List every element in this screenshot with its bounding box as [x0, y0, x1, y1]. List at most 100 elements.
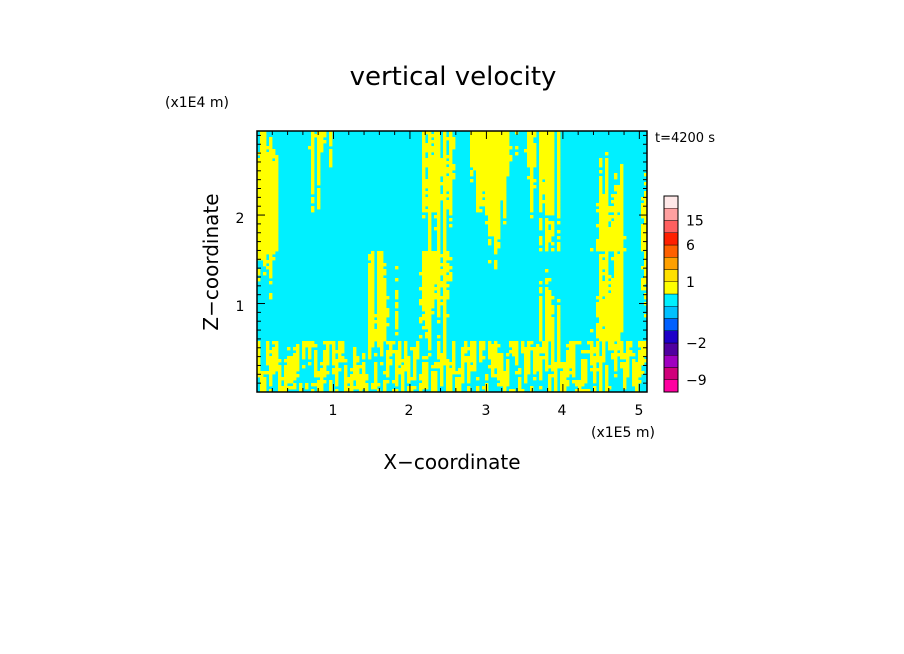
updraft-cell: [275, 362, 279, 366]
updraft-cell: [428, 164, 432, 168]
updraft-cell: [611, 281, 615, 285]
updraft-cell: [599, 197, 603, 201]
updraft-cell: [380, 275, 384, 279]
updraft-cell: [437, 197, 441, 201]
updraft-cell: [506, 362, 510, 366]
updraft-cell: [563, 365, 567, 369]
updraft-cell: [419, 389, 423, 392]
updraft-cell: [608, 227, 612, 231]
updraft-cell: [539, 317, 543, 321]
updraft-cell: [554, 380, 558, 384]
updraft-cell: [368, 311, 372, 315]
updraft-cell: [494, 359, 498, 363]
updraft-cell: [428, 197, 432, 201]
updraft-cell: [482, 167, 486, 171]
updraft-cell: [443, 218, 447, 222]
updraft-cell: [497, 176, 501, 180]
updraft-cell: [467, 371, 471, 375]
updraft-cell: [425, 281, 429, 285]
updraft-cell: [488, 347, 492, 351]
updraft-cell: [566, 374, 570, 378]
updraft-cell: [293, 371, 297, 375]
updraft-cell: [371, 308, 375, 312]
updraft-cell: [497, 221, 501, 225]
updraft-cell: [575, 380, 579, 384]
updraft-cell: [548, 305, 552, 309]
updraft-cell: [428, 260, 432, 264]
updraft-cell: [605, 179, 609, 183]
updraft-cell: [581, 371, 585, 375]
updraft-cell: [263, 158, 267, 162]
updraft-cell: [614, 290, 618, 294]
updraft-cell: [494, 176, 498, 180]
updraft-cell: [425, 185, 429, 189]
updraft-cell: [317, 389, 321, 392]
updraft-cell: [557, 167, 561, 171]
updraft-cell: [419, 272, 423, 276]
updraft-cell: [638, 341, 642, 345]
updraft-cell: [551, 308, 555, 312]
updraft-cell: [551, 164, 555, 168]
updraft-cell: [452, 347, 456, 351]
updraft-cell: [422, 251, 426, 255]
updraft-cell: [395, 278, 399, 282]
updraft-cell: [380, 251, 384, 255]
updraft-cell: [491, 344, 495, 348]
updraft-cell: [422, 326, 426, 330]
updraft-cell: [545, 335, 549, 339]
updraft-cell: [548, 308, 552, 312]
updraft-cell: [605, 200, 609, 204]
updraft-cell: [272, 245, 276, 249]
updraft-cell: [599, 290, 603, 294]
updraft-cell: [548, 152, 552, 156]
updraft-cell: [611, 248, 615, 252]
updraft-cell: [488, 134, 492, 138]
updraft-cell: [257, 269, 261, 273]
updraft-cell: [506, 365, 510, 369]
updraft-cell: [548, 131, 552, 135]
updraft-cell: [644, 194, 647, 198]
updraft-cell: [557, 158, 561, 162]
updraft-cell: [542, 137, 546, 141]
updraft-cell: [506, 140, 510, 144]
updraft-cell: [545, 242, 549, 246]
updraft-cell: [545, 305, 549, 309]
updraft-cell: [605, 296, 609, 300]
colorbar-segment: [663, 232, 679, 246]
updraft-cell: [275, 158, 279, 162]
updraft-cell: [545, 338, 549, 342]
updraft-cell: [428, 236, 432, 240]
updraft-cell: [377, 311, 381, 315]
updraft-cell: [437, 236, 441, 240]
updraft-cell: [599, 245, 603, 249]
updraft-cell: [407, 389, 411, 392]
updraft-cell: [491, 170, 495, 174]
updraft-cell: [602, 305, 606, 309]
updraft-cell: [422, 275, 426, 279]
updraft-cell: [281, 389, 285, 392]
updraft-cell: [422, 308, 426, 312]
updraft-cell: [599, 221, 603, 225]
updraft-cell: [500, 152, 504, 156]
updraft-cell: [428, 323, 432, 327]
updraft-cell: [266, 158, 270, 162]
updraft-cell: [554, 368, 558, 372]
updraft-cell: [269, 350, 273, 354]
updraft-cell: [596, 296, 600, 300]
updraft-cell: [485, 221, 489, 225]
updraft-cell: [551, 248, 555, 252]
updraft-cell: [557, 308, 561, 312]
updraft-cell: [599, 332, 603, 336]
updraft-cell: [416, 353, 420, 357]
updraft-cell: [263, 188, 267, 192]
updraft-cell: [533, 185, 537, 189]
updraft-cell: [503, 155, 507, 159]
updraft-cell: [599, 200, 603, 204]
updraft-cell: [551, 221, 555, 225]
updraft-cell: [440, 362, 444, 366]
updraft-cell: [539, 224, 543, 228]
updraft-cell: [350, 389, 354, 392]
updraft-cell: [551, 317, 555, 321]
updraft-cell: [305, 344, 309, 348]
updraft-cell: [449, 170, 453, 174]
